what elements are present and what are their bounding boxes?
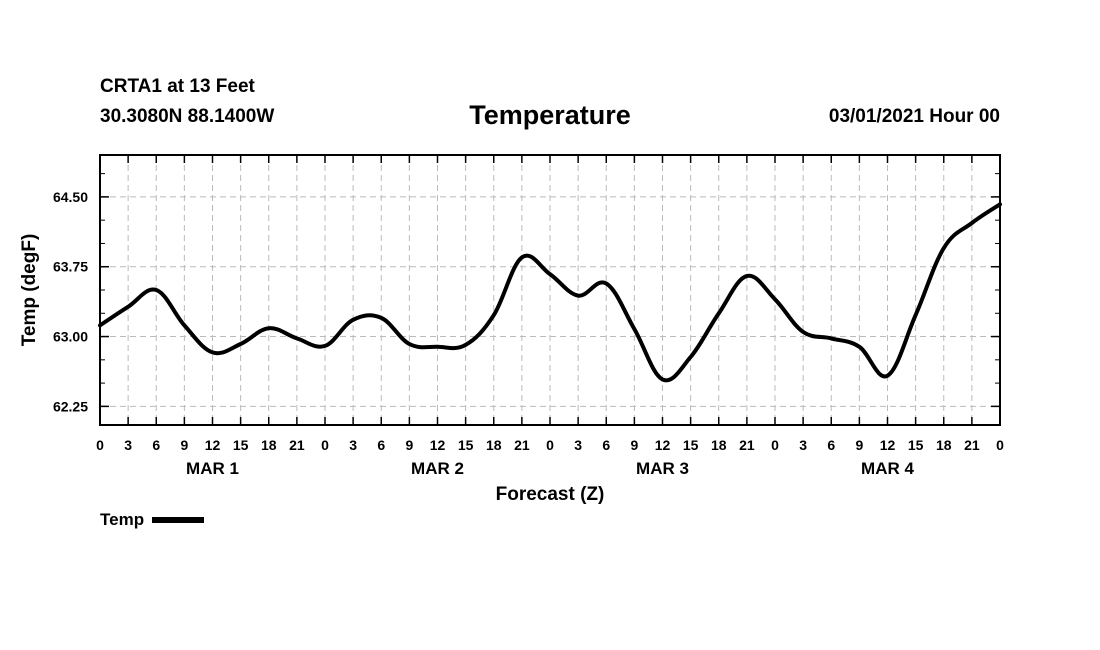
x-tick-label: 18 bbox=[936, 437, 952, 453]
legend-swatch bbox=[152, 517, 205, 523]
y-tick-label: 62.25 bbox=[53, 398, 88, 414]
station-label: CRTA1 at 13 Feet bbox=[100, 76, 255, 97]
label-layer: 0 3 6 9 12 15 18 21 0 3 6 9 12 15 18 21 0 3 6 9 12 15 18 21 0 3 6 9… bbox=[53, 189, 1004, 478]
grid-layer bbox=[100, 155, 1000, 425]
x-tick-label: 12 bbox=[655, 437, 671, 453]
x-tick-label: 6 bbox=[602, 437, 610, 453]
x-tick-label: 12 bbox=[430, 437, 446, 453]
x-tick-label: 3 bbox=[349, 437, 357, 453]
y-tick-label: 64.50 bbox=[53, 189, 88, 205]
x-tick-label: 15 bbox=[908, 437, 924, 453]
x-tick-label: 9 bbox=[855, 437, 863, 453]
x-tick-label: 9 bbox=[630, 437, 638, 453]
x-tick-label: 6 bbox=[377, 437, 385, 453]
day-label: MAR 1 bbox=[186, 459, 239, 478]
x-tick-label: 0 bbox=[771, 437, 779, 453]
x-tick-label: 9 bbox=[180, 437, 188, 453]
x-tick-label: 15 bbox=[233, 437, 249, 453]
x-tick-label: 6 bbox=[827, 437, 835, 453]
x-tick-label: 21 bbox=[514, 437, 530, 453]
chart-title: Temperature bbox=[469, 100, 631, 130]
x-tick-label: 0 bbox=[321, 437, 329, 453]
x-tick-label: 12 bbox=[880, 437, 896, 453]
x-tick-label: 18 bbox=[486, 437, 502, 453]
day-label: MAR 3 bbox=[636, 459, 689, 478]
x-tick-label: 3 bbox=[574, 437, 582, 453]
x-tick-label: 15 bbox=[683, 437, 699, 453]
y-axis-title: Temp (degF) bbox=[19, 234, 40, 347]
day-label: MAR 2 bbox=[411, 459, 464, 478]
legend: Temp bbox=[100, 510, 205, 530]
station-coordinates: 30.3080N 88.1400W bbox=[100, 106, 275, 127]
y-tick-label: 63.75 bbox=[53, 259, 88, 275]
x-tick-label: 6 bbox=[152, 437, 160, 453]
x-tick-label: 0 bbox=[96, 437, 104, 453]
x-tick-label: 21 bbox=[739, 437, 755, 453]
x-tick-label: 12 bbox=[205, 437, 221, 453]
x-tick-label: 21 bbox=[964, 437, 980, 453]
x-tick-label: 18 bbox=[711, 437, 727, 453]
x-tick-label: 3 bbox=[124, 437, 132, 453]
valid-time: 03/01/2021 Hour 00 bbox=[828, 106, 1000, 127]
x-axis-title: Forecast (Z) bbox=[496, 484, 605, 505]
x-tick-label: 0 bbox=[546, 437, 554, 453]
day-label: MAR 4 bbox=[861, 459, 914, 478]
temp-series-line bbox=[98, 202, 1002, 383]
legend-label: Temp bbox=[100, 510, 145, 529]
x-tick-label: 0 bbox=[996, 437, 1004, 453]
plot-frame bbox=[99, 154, 1001, 426]
x-tick-label: 18 bbox=[261, 437, 277, 453]
x-tick-label: 21 bbox=[289, 437, 305, 453]
x-tick-label: 9 bbox=[405, 437, 413, 453]
x-tick-label: 3 bbox=[799, 437, 807, 453]
x-tick-label: 15 bbox=[458, 437, 474, 453]
y-tick-label: 63.00 bbox=[53, 329, 88, 345]
